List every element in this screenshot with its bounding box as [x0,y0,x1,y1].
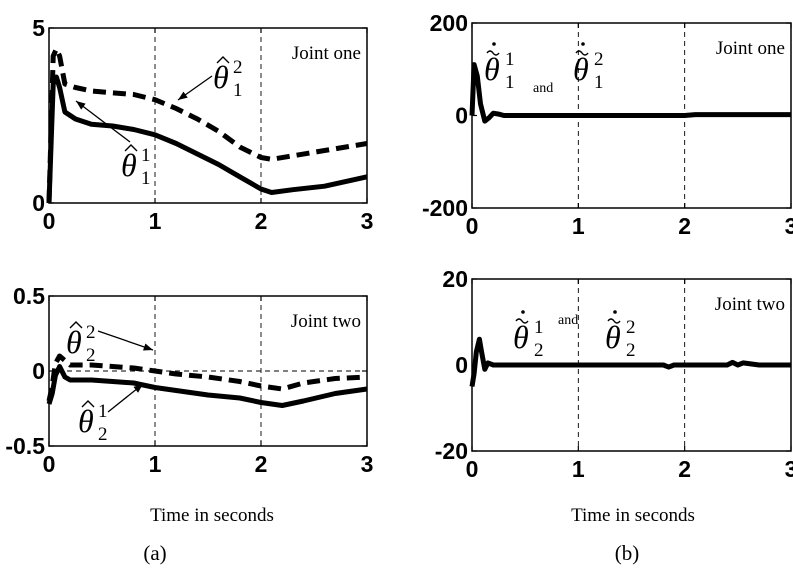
dot-accent [581,42,585,46]
y-tick-label: 0 [32,358,45,384]
superscript: 1 [505,49,515,70]
tilde-accent [486,50,500,56]
subscript: 1 [594,72,604,93]
label-theta-hat-1-2: θ 21 [213,56,243,101]
theta-symbol: θ [513,319,529,355]
superscript: 1 [534,317,544,338]
theta-symbol: θ [484,51,500,87]
arrow-head [178,91,188,100]
series-line-1 [46,46,368,204]
x-tick-label: 3 [785,456,793,482]
label-theta-dot-tilde-2-2: θ 22 [605,310,636,361]
series-line-2 [46,364,368,408]
subscript: 2 [86,345,96,366]
series-line-1 [46,353,368,402]
label-theta-hat-2-1: θ 12 [78,400,108,445]
x-tick-label: 0 [466,213,479,239]
x-axis-label-a: Time in seconds [150,505,274,526]
dot-accent [613,310,617,314]
label-theta-dot-tilde-1-2: θ 21 [573,42,604,93]
y-tick-label: 20 [442,266,468,292]
y-tick-label: 0.5 [13,283,45,309]
subscript: 2 [626,340,636,361]
label-theta-dot-tilde-1-1: θ 11 [484,42,515,93]
y-tick-label: -0.5 [5,433,45,459]
chart-title: Joint one [292,43,361,64]
subscript: 1 [141,168,151,189]
tilde-accent [515,318,529,324]
x-tick-label: 1 [572,213,585,239]
superscript: 2 [594,49,604,70]
y-tick-label: 0 [455,352,468,378]
chart-title: Joint two [715,294,785,315]
superscript: 2 [626,317,636,338]
x-tick-label: 1 [149,451,162,477]
x-tick-label: 2 [255,208,268,234]
label-and: and [533,81,553,96]
y-tick-label: -200 [422,195,468,221]
x-tick-label: 2 [678,456,691,482]
tilde-accent [575,50,589,56]
y-tick-label: 5 [32,15,45,41]
series-line-1 [469,62,791,124]
subscript: 1 [505,72,515,93]
caption-b: (b) [615,541,640,565]
subscript: 2 [98,424,108,445]
label-theta-hat-1-1: θ 11 [121,144,151,189]
arrow-head [133,384,143,393]
x-tick-label: 2 [678,213,691,239]
y-tick-label: -20 [435,438,468,464]
dot-accent [492,42,496,46]
annotation-arrow [75,100,131,143]
dot-accent [521,310,525,314]
theta-symbol: θ [213,59,229,95]
x-tick-label: 1 [149,208,162,234]
x-axis-label-b: Time in seconds [571,505,695,526]
x-tick-label: 3 [361,208,374,234]
superscript: 1 [98,401,108,422]
y-tick-label: 200 [430,10,468,36]
x-tick-label: 0 [466,456,479,482]
hat-accent [216,56,230,64]
theta-symbol: θ [605,319,621,355]
x-tick-label: 0 [43,451,56,477]
superscript: 1 [141,145,151,166]
theta-symbol: θ [121,147,137,183]
series-line-2 [46,74,368,204]
subscript: 2 [534,340,544,361]
y-tick-label: 0 [32,190,45,216]
x-tick-label: 3 [785,213,793,239]
x-tick-label: 0 [43,208,56,234]
y-tick-label: 0 [455,103,468,129]
caption-a: (a) [143,541,166,565]
annotation-arrow [97,330,154,351]
superscript: 2 [86,322,96,343]
hat-accent [81,400,95,408]
arrow-head [76,101,86,110]
chart-title: Joint one [716,38,785,59]
label-theta-hat-2-2: θ 22 [66,321,96,366]
theta-symbol: θ [573,51,589,87]
subscript: 1 [233,80,243,101]
chart-title: Joint two [291,311,361,332]
x-tick-label: 3 [361,451,374,477]
label-and: and [558,313,578,328]
theta-symbol: θ [78,403,94,439]
hat-accent [69,321,83,329]
hat-accent [124,144,138,152]
theta-symbol: θ [66,324,82,360]
series-line-1 [469,336,791,387]
x-tick-label: 2 [255,451,268,477]
arrow-head [143,343,153,351]
tilde-accent [607,318,621,324]
x-tick-label: 1 [572,456,585,482]
superscript: 2 [233,57,243,78]
label-theta-dot-tilde-2-1: θ 12 [513,310,544,361]
